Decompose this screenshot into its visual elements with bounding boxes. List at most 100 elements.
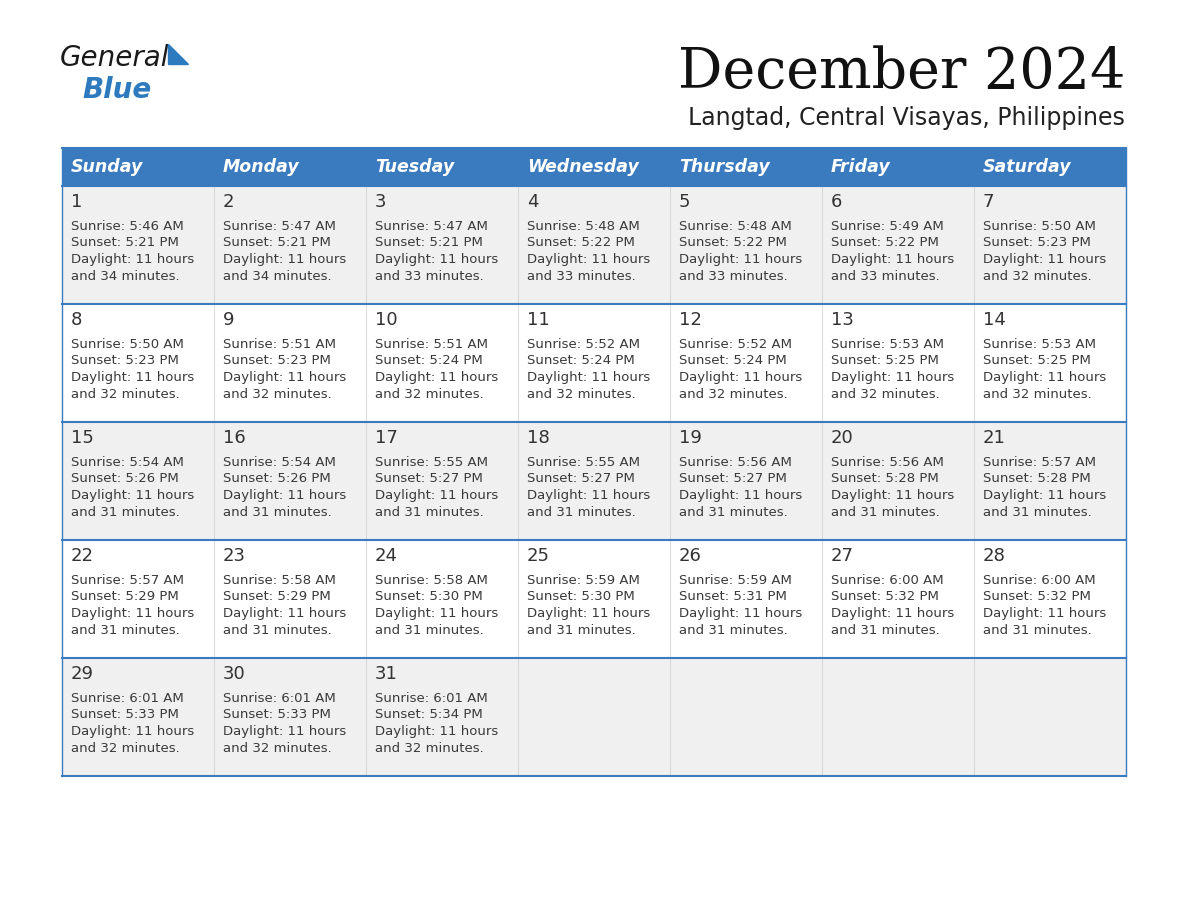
- Text: Daylight: 11 hours: Daylight: 11 hours: [982, 607, 1106, 620]
- Text: Sunset: 5:21 PM: Sunset: 5:21 PM: [223, 237, 331, 250]
- Text: Sunrise: 5:52 AM: Sunrise: 5:52 AM: [527, 338, 640, 351]
- Text: Sunset: 5:32 PM: Sunset: 5:32 PM: [830, 590, 939, 603]
- Text: and 31 minutes.: and 31 minutes.: [982, 506, 1092, 519]
- Text: 23: 23: [223, 547, 246, 565]
- Text: Sunset: 5:31 PM: Sunset: 5:31 PM: [680, 590, 786, 603]
- Text: Sunset: 5:22 PM: Sunset: 5:22 PM: [527, 237, 634, 250]
- Text: and 32 minutes.: and 32 minutes.: [375, 387, 484, 400]
- Text: Sunset: 5:27 PM: Sunset: 5:27 PM: [680, 473, 786, 486]
- Text: Sunrise: 5:46 AM: Sunrise: 5:46 AM: [71, 220, 184, 233]
- Text: and 31 minutes.: and 31 minutes.: [830, 623, 940, 636]
- Text: and 31 minutes.: and 31 minutes.: [527, 623, 636, 636]
- Text: December 2024: December 2024: [677, 46, 1125, 100]
- Text: Daylight: 11 hours: Daylight: 11 hours: [527, 371, 650, 384]
- Text: Sunrise: 6:00 AM: Sunrise: 6:00 AM: [830, 574, 943, 587]
- Text: Daylight: 11 hours: Daylight: 11 hours: [527, 607, 650, 620]
- Text: Sunset: 5:24 PM: Sunset: 5:24 PM: [375, 354, 482, 367]
- Text: Sunset: 5:26 PM: Sunset: 5:26 PM: [71, 473, 178, 486]
- Text: Sunrise: 5:50 AM: Sunrise: 5:50 AM: [982, 220, 1095, 233]
- Text: Sunset: 5:27 PM: Sunset: 5:27 PM: [527, 473, 634, 486]
- Text: Sunrise: 5:48 AM: Sunrise: 5:48 AM: [527, 220, 640, 233]
- Text: 1: 1: [71, 193, 82, 211]
- Text: Sunrise: 5:55 AM: Sunrise: 5:55 AM: [375, 456, 488, 469]
- Text: 8: 8: [71, 311, 82, 329]
- Text: 11: 11: [527, 311, 550, 329]
- Text: Daylight: 11 hours: Daylight: 11 hours: [830, 489, 954, 502]
- Text: 24: 24: [375, 547, 398, 565]
- Text: and 31 minutes.: and 31 minutes.: [71, 506, 179, 519]
- Text: Sunrise: 5:55 AM: Sunrise: 5:55 AM: [527, 456, 640, 469]
- Text: Wednesday: Wednesday: [527, 158, 639, 176]
- Text: 29: 29: [71, 665, 94, 683]
- Text: 3: 3: [375, 193, 386, 211]
- Text: and 33 minutes.: and 33 minutes.: [680, 270, 788, 283]
- Polygon shape: [168, 44, 188, 64]
- Text: Daylight: 11 hours: Daylight: 11 hours: [375, 607, 498, 620]
- Text: Daylight: 11 hours: Daylight: 11 hours: [375, 725, 498, 738]
- Bar: [62, 148, 214, 186]
- Bar: [366, 148, 518, 186]
- Text: and 31 minutes.: and 31 minutes.: [375, 506, 484, 519]
- Text: 17: 17: [375, 429, 398, 447]
- Text: 15: 15: [71, 429, 94, 447]
- Text: Sunset: 5:22 PM: Sunset: 5:22 PM: [830, 237, 939, 250]
- Bar: [62, 540, 1126, 658]
- Text: 30: 30: [223, 665, 246, 683]
- Text: Daylight: 11 hours: Daylight: 11 hours: [223, 253, 346, 266]
- Text: Sunset: 5:23 PM: Sunset: 5:23 PM: [223, 354, 331, 367]
- Text: Sunset: 5:26 PM: Sunset: 5:26 PM: [223, 473, 330, 486]
- Text: Sunset: 5:21 PM: Sunset: 5:21 PM: [375, 237, 482, 250]
- Text: 31: 31: [375, 665, 398, 683]
- Text: Sunrise: 6:01 AM: Sunrise: 6:01 AM: [71, 692, 184, 705]
- Text: and 32 minutes.: and 32 minutes.: [375, 742, 484, 755]
- Text: Daylight: 11 hours: Daylight: 11 hours: [223, 725, 346, 738]
- Text: Sunrise: 5:57 AM: Sunrise: 5:57 AM: [71, 574, 184, 587]
- Bar: [214, 148, 366, 186]
- Text: and 32 minutes.: and 32 minutes.: [223, 742, 331, 755]
- Text: Sunset: 5:23 PM: Sunset: 5:23 PM: [71, 354, 179, 367]
- Text: and 32 minutes.: and 32 minutes.: [527, 387, 636, 400]
- Bar: [62, 422, 1126, 540]
- Text: Sunrise: 5:52 AM: Sunrise: 5:52 AM: [680, 338, 792, 351]
- Text: Saturday: Saturday: [982, 158, 1072, 176]
- Text: and 31 minutes.: and 31 minutes.: [680, 506, 788, 519]
- Text: Sunrise: 5:59 AM: Sunrise: 5:59 AM: [527, 574, 640, 587]
- Text: Sunday: Sunday: [71, 158, 144, 176]
- Text: Monday: Monday: [223, 158, 299, 176]
- Text: Sunset: 5:24 PM: Sunset: 5:24 PM: [680, 354, 786, 367]
- Text: Daylight: 11 hours: Daylight: 11 hours: [375, 489, 498, 502]
- Text: Sunrise: 6:01 AM: Sunrise: 6:01 AM: [375, 692, 488, 705]
- Text: and 31 minutes.: and 31 minutes.: [680, 623, 788, 636]
- Text: Daylight: 11 hours: Daylight: 11 hours: [71, 253, 195, 266]
- Text: and 31 minutes.: and 31 minutes.: [223, 623, 331, 636]
- Text: Sunset: 5:21 PM: Sunset: 5:21 PM: [71, 237, 179, 250]
- Text: 12: 12: [680, 311, 702, 329]
- Text: 7: 7: [982, 193, 994, 211]
- Text: Blue: Blue: [82, 76, 151, 104]
- Text: 26: 26: [680, 547, 702, 565]
- Text: Daylight: 11 hours: Daylight: 11 hours: [71, 489, 195, 502]
- Text: Sunset: 5:33 PM: Sunset: 5:33 PM: [71, 709, 179, 722]
- Text: Sunrise: 5:51 AM: Sunrise: 5:51 AM: [223, 338, 336, 351]
- Text: and 32 minutes.: and 32 minutes.: [223, 387, 331, 400]
- Bar: [62, 186, 1126, 304]
- Text: 4: 4: [527, 193, 538, 211]
- Text: Daylight: 11 hours: Daylight: 11 hours: [375, 371, 498, 384]
- Text: Sunset: 5:32 PM: Sunset: 5:32 PM: [982, 590, 1091, 603]
- Text: 14: 14: [982, 311, 1006, 329]
- Text: and 31 minutes.: and 31 minutes.: [527, 506, 636, 519]
- Text: and 31 minutes.: and 31 minutes.: [830, 506, 940, 519]
- Text: Sunrise: 6:00 AM: Sunrise: 6:00 AM: [982, 574, 1095, 587]
- Text: 28: 28: [982, 547, 1006, 565]
- Text: 2: 2: [223, 193, 234, 211]
- Text: 25: 25: [527, 547, 550, 565]
- Text: Sunrise: 5:57 AM: Sunrise: 5:57 AM: [982, 456, 1097, 469]
- Text: Sunset: 5:25 PM: Sunset: 5:25 PM: [830, 354, 939, 367]
- Text: Daylight: 11 hours: Daylight: 11 hours: [71, 607, 195, 620]
- Text: Daylight: 11 hours: Daylight: 11 hours: [223, 371, 346, 384]
- Text: Thursday: Thursday: [680, 158, 770, 176]
- Text: General: General: [61, 44, 170, 72]
- Text: Sunrise: 5:47 AM: Sunrise: 5:47 AM: [375, 220, 488, 233]
- Text: Tuesday: Tuesday: [375, 158, 454, 176]
- Text: and 33 minutes.: and 33 minutes.: [830, 270, 940, 283]
